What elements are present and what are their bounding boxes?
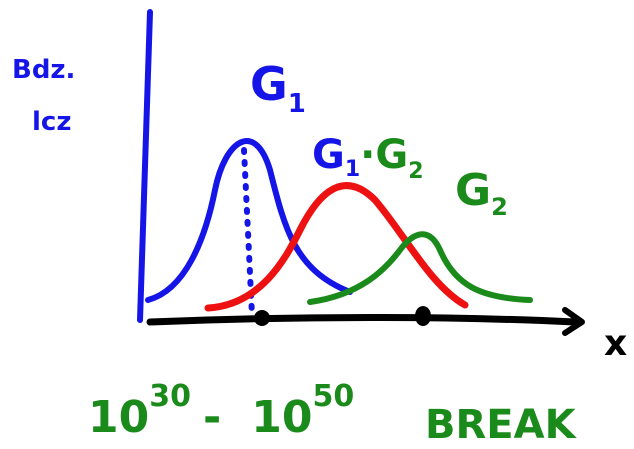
curve-label: G1 (250, 57, 306, 119)
y-axis (140, 12, 150, 320)
curve-g2 (310, 234, 530, 302)
range-base: 10 (251, 392, 312, 443)
label-sub: 1 (345, 157, 360, 182)
sketch: Bdz. lcz G1 G1·G2 G2 x 1030-1050 BREAK (0, 0, 634, 449)
y-label: Bdz. (12, 55, 75, 85)
label-sub: 2 (408, 159, 423, 184)
label-sub: 1 (288, 89, 306, 119)
label-main: G (455, 165, 491, 216)
range-dash: - (203, 392, 221, 443)
label-main: G (312, 132, 345, 178)
x-label: x (604, 323, 627, 364)
range-base: 10 (88, 392, 149, 443)
label-main: G (250, 57, 288, 111)
curve-label: G1·G2 (312, 132, 424, 184)
label-sub: 2 (491, 193, 508, 221)
y-label: lcz (32, 107, 71, 137)
curve-label: G2 (455, 165, 508, 221)
range-exp: 30 (149, 379, 191, 414)
break-label: BREAK (425, 402, 578, 448)
x-axis (150, 318, 575, 323)
range-exp: 50 (312, 379, 354, 414)
label-joiner: ·G (360, 132, 408, 178)
range-label: 1030-1050 (88, 379, 354, 443)
break-point (415, 306, 431, 326)
break-point (254, 310, 270, 326)
